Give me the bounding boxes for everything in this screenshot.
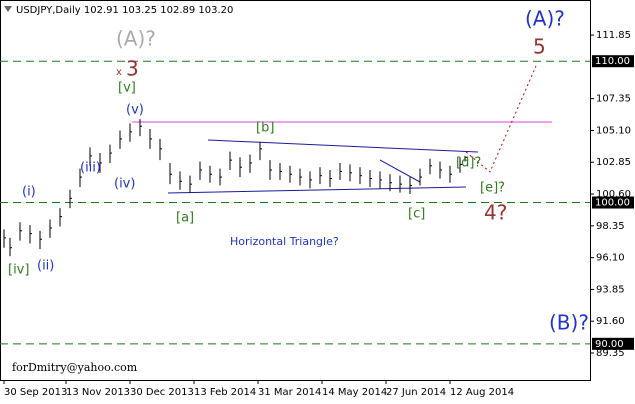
y-tick-label: 89.35	[596, 348, 625, 359]
y-tick-label: 96.10	[596, 253, 625, 264]
wave-label: x	[116, 67, 122, 78]
level-label: 90.00	[595, 339, 624, 350]
x-tick-label: 30 Sep 2013	[4, 387, 67, 398]
wave-label: (iv)	[114, 177, 135, 192]
wave-label: (ii)	[37, 259, 54, 274]
wave-label: (A)?	[525, 7, 565, 31]
y-tick-label: 93.85	[596, 284, 625, 295]
triangle-upper	[207, 139, 479, 153]
x-tick-label: 14 May 2014	[322, 387, 387, 398]
y-tick-label: 102.85	[596, 157, 631, 168]
triangle-lower	[167, 186, 467, 194]
level-label-box	[592, 337, 634, 350]
x-tick-label: 13 Nov 2013	[66, 387, 130, 398]
wave-label: (A)?	[116, 27, 156, 51]
y-tick-label: 98.35	[596, 221, 625, 232]
y-tick-label: 91.60	[596, 316, 625, 327]
menu-icon	[4, 6, 12, 12]
wave-label: Horizontal Triangle?	[230, 235, 339, 248]
level-label: 100.00	[595, 198, 630, 209]
level-label-box	[592, 196, 634, 209]
wave-label: (v)	[126, 103, 144, 118]
y-tick-label: 107.35	[596, 94, 631, 105]
wave-label: (i)	[22, 185, 36, 200]
wave-label: 4?	[484, 201, 507, 225]
wave-label: [v]	[118, 81, 136, 96]
wave-label: [e]?	[480, 181, 505, 196]
wave-label: (iii)	[80, 161, 101, 176]
x-tick-label: 31 Mar 2014	[258, 387, 321, 398]
x-tick-label: 27 Jun 2014	[386, 387, 446, 398]
wave-label: [d]?	[456, 156, 481, 171]
x-tick-label: 12 Aug 2014	[450, 387, 514, 398]
triangle-inner	[379, 159, 421, 183]
y-tick-label: 100.60	[596, 189, 631, 200]
level-label-box	[592, 55, 634, 68]
x-tick-label: 30 Dec 2013	[130, 387, 194, 398]
wave-label: (B)?	[549, 311, 589, 335]
wave-label: [a]	[176, 211, 194, 226]
wave-label: 5	[533, 35, 546, 59]
wave-label: [iv]	[8, 263, 29, 278]
y-tick-label: 105.10	[596, 125, 631, 136]
projection	[465, 65, 537, 173]
y-tick-label: 111.85	[596, 30, 631, 41]
wave-label: [b]	[256, 121, 274, 136]
x-tick-label: 13 Feb 2014	[194, 387, 256, 398]
watermark: forDmitry@yahoo.com	[12, 361, 138, 374]
wave-label: [c]	[408, 207, 425, 222]
chart-title: USDJPY,Daily 102.91 103.25 102.89 103.20	[16, 5, 233, 16]
wave-label: 3	[126, 57, 139, 81]
level-label: 110.00	[595, 56, 630, 67]
